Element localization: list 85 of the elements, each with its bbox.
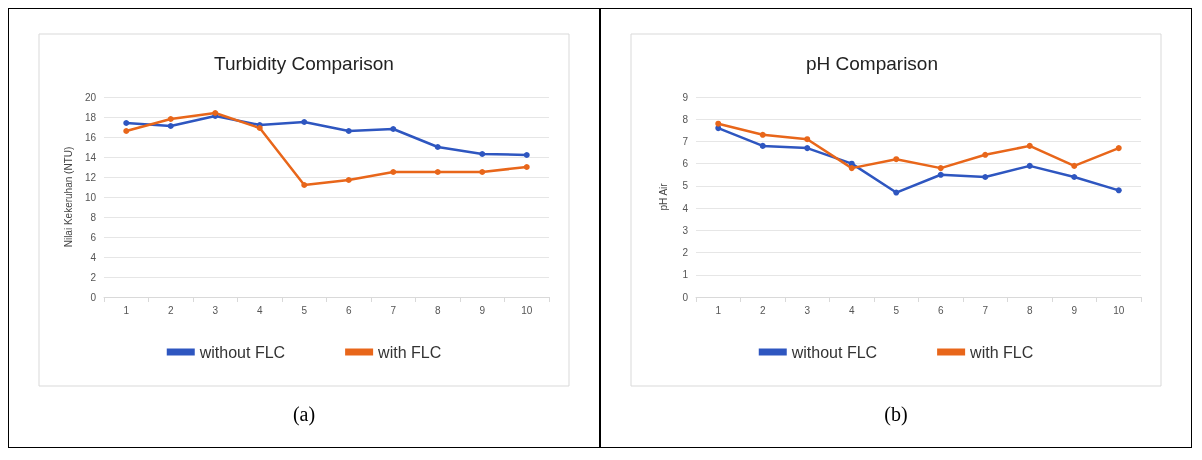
point — [434, 144, 441, 150]
x-tick-label: 8 — [1026, 304, 1033, 316]
legend-label: with FLC — [969, 343, 1034, 361]
point — [390, 126, 397, 132]
y-tick-label: 6 — [90, 231, 97, 243]
x-tick-label: 3 — [804, 304, 811, 316]
x-tick-label: 7 — [390, 304, 397, 316]
point — [345, 177, 352, 183]
y-tick-label: 4 — [90, 251, 97, 263]
y-tick-label: 6 — [682, 158, 689, 170]
y-tick-label: 18 — [84, 111, 97, 123]
y-tick-label: 2 — [682, 247, 689, 259]
y-tick-label: 5 — [682, 180, 689, 192]
x-tick-label: 10 — [1113, 304, 1125, 316]
legend-label: without FLC — [790, 343, 878, 361]
point — [937, 165, 944, 172]
point — [893, 189, 900, 196]
y-axis-title: Nilai Kekeruhan (NTU) — [63, 146, 75, 248]
point — [1026, 162, 1033, 169]
y-tick-label: 8 — [90, 211, 97, 223]
point — [804, 136, 811, 143]
point — [345, 128, 352, 134]
point — [715, 120, 722, 127]
point — [390, 169, 397, 175]
point — [434, 169, 441, 175]
x-tick-label: 4 — [848, 304, 855, 316]
y-tick-label: 4 — [682, 202, 689, 214]
point — [123, 120, 130, 126]
legend-label: with FLC — [377, 343, 442, 361]
x-tick-label: 4 — [256, 304, 263, 316]
y-tick-label: 14 — [84, 151, 97, 163]
y-tick-label: 8 — [682, 113, 689, 125]
point — [759, 131, 766, 138]
y-tick-label: 0 — [90, 291, 97, 303]
point — [893, 156, 900, 163]
chart-title: pH Comparison — [806, 53, 938, 74]
point — [848, 165, 855, 172]
point — [1071, 174, 1078, 180]
x-tick-label: 6 — [937, 304, 944, 316]
point — [1115, 145, 1122, 152]
point — [1026, 142, 1033, 149]
point — [1071, 162, 1078, 169]
chart-title: Turbidity Comparison — [214, 53, 394, 74]
y-tick-label: 0 — [682, 291, 689, 303]
y-tick-label: 9 — [682, 91, 689, 103]
point — [167, 123, 174, 129]
y-tick-label: 10 — [84, 191, 97, 203]
point — [523, 152, 530, 158]
point — [523, 164, 530, 170]
point — [937, 171, 944, 178]
x-tick-label: 3 — [212, 304, 219, 316]
y-tick-label: 16 — [84, 131, 97, 143]
point — [167, 116, 174, 122]
y-tick-label: 12 — [84, 171, 97, 183]
point — [301, 119, 308, 125]
point — [479, 151, 486, 157]
point — [804, 145, 811, 152]
y-axis-title: pH Air — [657, 182, 669, 211]
point — [982, 151, 989, 158]
legend-label: without FLC — [198, 343, 286, 361]
point — [123, 128, 130, 134]
x-tick-label: 2 — [759, 304, 766, 316]
text: (a) — [292, 403, 316, 426]
x-tick-label: 10 — [521, 304, 533, 316]
x-tick-label: 7 — [982, 304, 989, 316]
y-tick-label: 7 — [682, 135, 689, 147]
text: (b) — [884, 403, 908, 426]
x-tick-label: 5 — [893, 304, 900, 316]
x-tick-label: 2 — [167, 304, 174, 316]
point — [982, 174, 989, 180]
y-tick-label: 3 — [682, 224, 689, 236]
y-tick-label: 20 — [84, 91, 97, 103]
x-tick-label: 6 — [345, 304, 352, 316]
y-tick-label: 1 — [682, 269, 689, 281]
x-tick-label: 9 — [479, 304, 486, 316]
point — [301, 182, 308, 188]
point — [479, 169, 486, 175]
point — [1115, 187, 1122, 194]
x-tick-label: 1 — [715, 304, 722, 316]
x-tick-label: 1 — [123, 304, 130, 316]
point — [759, 142, 766, 149]
x-tick-label: 8 — [434, 304, 441, 316]
x-tick-label: 5 — [301, 304, 308, 316]
x-tick-label: 9 — [1071, 304, 1078, 316]
y-tick-label: 2 — [90, 271, 97, 283]
